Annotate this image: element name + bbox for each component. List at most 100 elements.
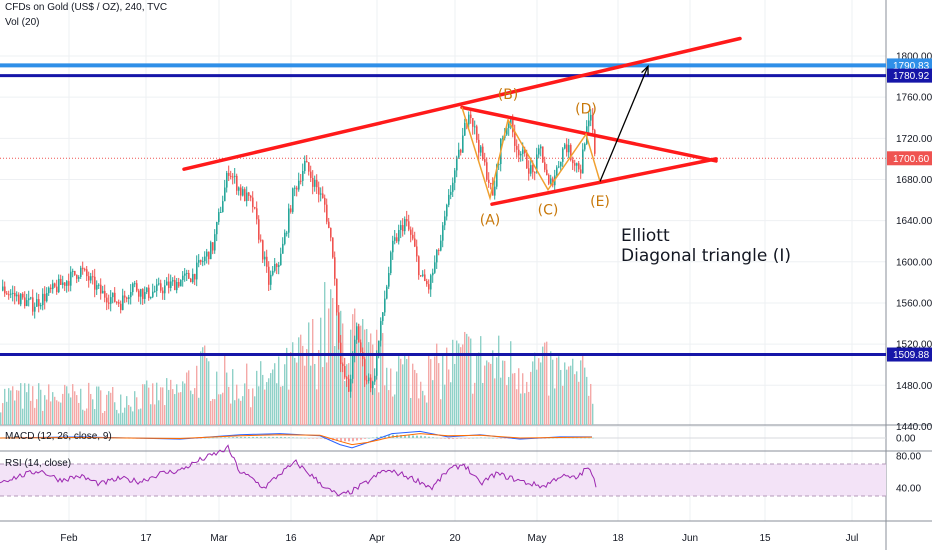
volume-bar [158, 400, 160, 425]
macd-histogram-bar [496, 438, 498, 439]
macd-histogram-bar [204, 437, 206, 439]
volume-bar [520, 393, 522, 425]
candle-body [482, 146, 484, 160]
candle-body [408, 221, 410, 230]
candle-body [56, 286, 58, 293]
candle-body [474, 126, 476, 128]
macd-histogram-bar [244, 436, 246, 438]
candle-body [442, 225, 444, 241]
candle-body [68, 281, 70, 286]
volume-bar [66, 386, 68, 425]
volume-bar [114, 402, 116, 425]
candle-body [404, 219, 406, 232]
volume-bar [306, 349, 308, 425]
volume-bar [464, 331, 466, 425]
volume-bar [206, 358, 208, 425]
candle-body [374, 375, 376, 382]
volume-bar [60, 402, 62, 425]
candle-body [570, 145, 572, 160]
volume-bar [472, 393, 474, 425]
volume-bar [424, 395, 426, 425]
volume-bar [222, 392, 224, 425]
candle-body [564, 144, 566, 149]
candle-body [120, 303, 122, 310]
volume-bar [344, 381, 346, 425]
volume-bar [580, 360, 582, 425]
candle-body [198, 260, 200, 263]
macd-histogram-bar [376, 436, 378, 438]
macd-histogram-bar [344, 438, 346, 442]
candle-body [432, 272, 434, 276]
candle-body [490, 182, 492, 184]
candle-body [2, 286, 4, 291]
candle-body [42, 293, 44, 306]
candle-body [150, 296, 152, 299]
volume-bar [76, 395, 78, 425]
candle-body [532, 165, 534, 173]
candle-body [72, 270, 74, 272]
price-tag-1790.83: 1790.83 [893, 61, 930, 72]
macd-histogram-bar [428, 436, 430, 438]
volume-bar [174, 394, 176, 425]
volume-bar [484, 365, 486, 425]
candle-body [206, 251, 208, 257]
volume-bar [94, 409, 96, 425]
volume-bar [250, 407, 252, 425]
candle-body [484, 159, 486, 163]
time-tick-4: Apr [369, 533, 385, 544]
candle-body [58, 278, 60, 293]
candle-body [514, 132, 516, 146]
volume-bar [362, 319, 364, 425]
volume-bar [130, 406, 132, 425]
candle-body [462, 135, 464, 153]
candle-body [284, 232, 286, 244]
candle-body [166, 281, 168, 286]
macd-histogram-bar [400, 435, 402, 438]
candle-body [286, 232, 288, 234]
volume-bar [342, 323, 344, 425]
volume-bar [480, 336, 482, 425]
candle-body [282, 243, 284, 254]
volume-bar [258, 386, 260, 425]
candle-body [428, 284, 430, 290]
volume-bar [560, 369, 562, 425]
candle-body [94, 276, 96, 290]
volume-bar [168, 389, 170, 425]
candle-body [306, 161, 308, 163]
candle-body [38, 299, 40, 307]
macd-label: MACD (12, 26, close, 9) [5, 431, 112, 442]
candle-body [48, 287, 50, 294]
volume-bar [232, 369, 234, 425]
candle-body [494, 186, 496, 196]
volume-bar [186, 372, 188, 425]
candle-body [312, 177, 314, 187]
volume-bar [300, 334, 302, 425]
volume-bar [110, 392, 112, 425]
price-tick-1520: 1520.00 [896, 340, 932, 351]
volume-bar [544, 342, 546, 425]
candle-body [376, 354, 378, 376]
volume-bar [562, 385, 564, 425]
macd-histogram-bar [448, 438, 450, 440]
macd-histogram-bar [304, 437, 306, 439]
candle-body [40, 305, 42, 307]
volume-bar [200, 351, 202, 425]
volume-bar [172, 389, 174, 425]
volume-bar [524, 393, 526, 425]
candle-body [560, 161, 562, 167]
volume-bar [554, 388, 556, 425]
candle-body [370, 377, 372, 389]
volume-bar [38, 383, 40, 425]
candle-body [318, 187, 320, 195]
candle-body [200, 260, 202, 262]
volume-bar [78, 402, 80, 425]
candle-body [242, 189, 244, 196]
candle-body [62, 282, 64, 285]
volume-bar [482, 382, 484, 425]
candle-body [250, 195, 252, 198]
candle-body [540, 146, 542, 149]
candle-body [266, 256, 268, 267]
candle-body [544, 162, 546, 170]
candle-body [188, 272, 190, 279]
candle-body [54, 283, 56, 287]
